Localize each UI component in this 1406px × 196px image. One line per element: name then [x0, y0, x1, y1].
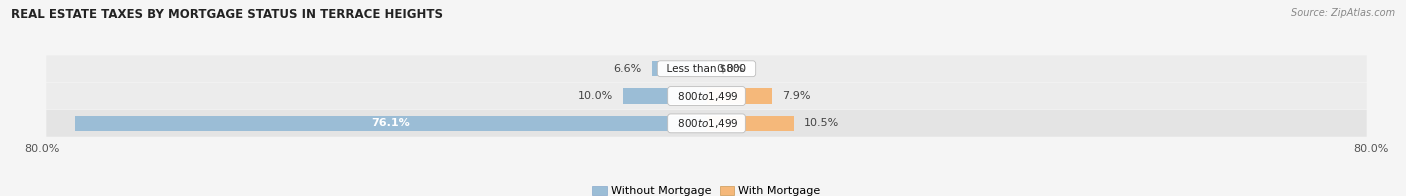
Bar	[75, 116, 706, 131]
Bar	[706, 88, 772, 104]
FancyBboxPatch shape	[46, 83, 1367, 109]
Text: 10.5%: 10.5%	[804, 118, 839, 128]
Bar	[623, 88, 706, 104]
Text: Source: ZipAtlas.com: Source: ZipAtlas.com	[1291, 8, 1395, 18]
Text: 0.0%: 0.0%	[717, 64, 745, 74]
Bar	[652, 61, 706, 76]
Text: $800 to $1,499: $800 to $1,499	[671, 90, 742, 103]
FancyBboxPatch shape	[46, 110, 1367, 137]
Text: Less than $800: Less than $800	[661, 64, 752, 74]
FancyBboxPatch shape	[46, 55, 1367, 82]
Text: 6.6%: 6.6%	[613, 64, 641, 74]
Text: 10.0%: 10.0%	[578, 91, 613, 101]
Legend: Without Mortgage, With Mortgage: Without Mortgage, With Mortgage	[588, 181, 825, 196]
Text: REAL ESTATE TAXES BY MORTGAGE STATUS IN TERRACE HEIGHTS: REAL ESTATE TAXES BY MORTGAGE STATUS IN …	[11, 8, 443, 21]
Text: 7.9%: 7.9%	[782, 91, 811, 101]
Bar	[706, 116, 794, 131]
Text: $800 to $1,499: $800 to $1,499	[671, 117, 742, 130]
Text: 76.1%: 76.1%	[371, 118, 411, 128]
